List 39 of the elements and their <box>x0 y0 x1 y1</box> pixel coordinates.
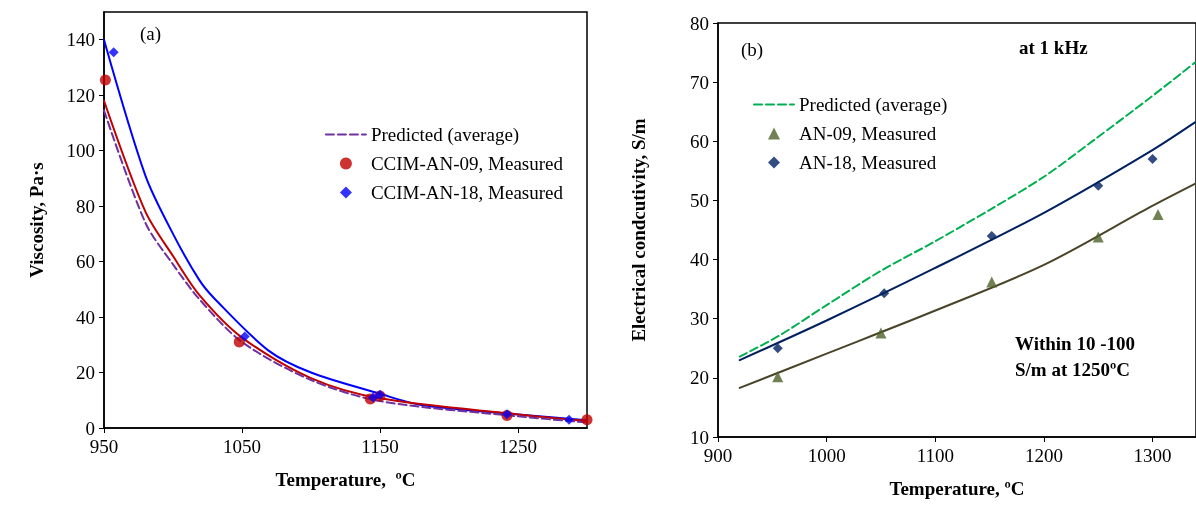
x-tick-label: 1200 <box>1024 445 1063 466</box>
annotation: (b) <box>741 38 764 61</box>
x-tick-label: 1250 <box>499 436 537 457</box>
y-tick-label: 10 <box>690 426 709 448</box>
y-tick-label: 40 <box>76 306 95 328</box>
y-tick-label: 120 <box>66 84 95 106</box>
y-tick-label: 140 <box>66 29 95 51</box>
legend-label: CCIM-AN-09, Measured <box>370 153 564 174</box>
x-axis-title: Temperature, ºC <box>889 478 1025 499</box>
annotation: (a) <box>140 22 162 45</box>
x-tick-label: 1050 <box>223 436 261 457</box>
y-tick-label: 70 <box>690 71 709 93</box>
y-tick-label: 80 <box>76 195 95 217</box>
y-axis-title: Viscosity, Pa·s <box>26 162 47 278</box>
legend-label: AN-09, Measured <box>799 123 937 144</box>
annotation: Within 10 -100 S/m at 1250ºC <box>1015 332 1136 380</box>
y-tick-label: 100 <box>66 140 95 162</box>
legend-label: Predicted (average) <box>799 94 948 116</box>
y-tick-label: 40 <box>690 249 709 271</box>
y-axis-title: Electrical condcutivity, S/m <box>628 118 649 342</box>
y-tick-label: 60 <box>690 130 709 152</box>
x-tick-label: 950 <box>89 436 119 457</box>
x-tick-label: 1100 <box>916 445 954 466</box>
y-tick-label: 0 <box>85 417 95 439</box>
y-tick-label: 20 <box>76 362 95 384</box>
y-tick-label: 60 <box>76 251 95 273</box>
x-axis-title: Temperature, ºC <box>275 469 416 490</box>
x-tick-label: 1300 <box>1133 445 1172 466</box>
x-tick-label: 900 <box>703 445 733 466</box>
y-tick-label: 80 <box>690 12 709 34</box>
x-tick-label: 1000 <box>807 445 846 466</box>
y-tick-label: 20 <box>690 367 709 389</box>
legend-label: CCIM-AN-18, Measured <box>370 182 564 203</box>
x-tick-label: 1150 <box>361 436 399 457</box>
legend-label: Predicted (average) <box>370 124 520 146</box>
annotation: at 1 kHz <box>1019 36 1089 58</box>
y-tick-label: 50 <box>690 189 709 211</box>
legend-label: AN-18, Measured <box>799 152 937 173</box>
y-tick-label: 30 <box>690 308 709 330</box>
